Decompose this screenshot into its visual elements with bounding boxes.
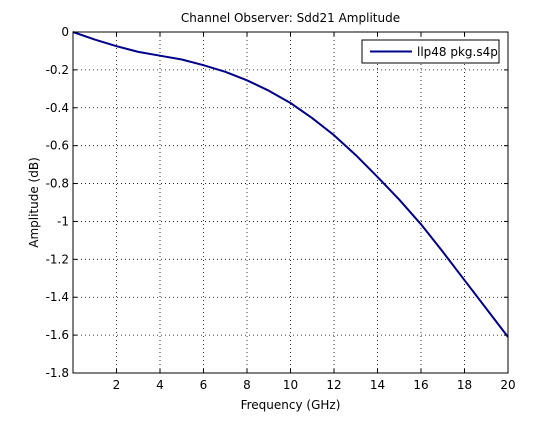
y-tick-label: -1.2	[46, 252, 69, 266]
legend-box	[361, 39, 500, 64]
x-tick-label: 4	[156, 378, 164, 392]
y-tick-label: -0.4	[46, 101, 69, 115]
data-point	[333, 134, 335, 136]
data-point	[224, 71, 226, 73]
x-tick-label: 16	[413, 378, 428, 392]
grid	[73, 32, 508, 373]
data-point	[268, 90, 270, 92]
data-point	[311, 117, 313, 119]
y-tick-label: -1.4	[46, 290, 69, 304]
y-tick-label: -1.8	[46, 366, 69, 380]
data-point	[137, 51, 139, 53]
axis-ticks: 2 4 6 8 10 12 14 16 18 20 0 -0.2 -0.4 -0.6 -0.8 -1 -1.2 -…	[46, 25, 516, 392]
x-tick-label: 8	[243, 378, 251, 392]
chart-title: Channel Observer: Sdd21 Amplitude	[181, 11, 400, 25]
y-tick-label: -0.6	[46, 139, 69, 153]
data-point	[355, 154, 357, 156]
data-point	[442, 251, 444, 253]
x-tick-label: 20	[500, 378, 515, 392]
x-tick-label: 12	[326, 378, 341, 392]
x-axis-label: Frequency (GHz)	[241, 398, 341, 412]
y-tick-label: -1.6	[46, 328, 69, 342]
plot-area	[73, 32, 508, 373]
data-point	[485, 308, 487, 310]
y-axis-label: Amplitude (dB)	[27, 157, 41, 248]
x-tick-label: 18	[457, 378, 472, 392]
data-point	[464, 279, 466, 281]
x-tick-label: 6	[200, 378, 208, 392]
x-tick-label: 14	[370, 378, 385, 392]
y-tick-label: -1	[57, 214, 69, 228]
data-point	[181, 58, 183, 60]
data-point	[203, 64, 205, 66]
data-point	[420, 223, 422, 225]
data-point	[116, 45, 118, 47]
series-line	[72, 31, 509, 338]
y-tick-label: -0.2	[46, 63, 69, 77]
data-point	[246, 79, 248, 81]
legend-label: llp48 pkg.s4p	[417, 45, 498, 59]
legend[interactable]: llp48 pkg.s4p	[361, 39, 500, 64]
data-point	[94, 39, 96, 41]
data-point	[398, 199, 400, 201]
x-tick-label: 2	[113, 378, 121, 392]
data-point	[377, 176, 379, 178]
y-tick-label: 0	[61, 25, 69, 39]
x-tick-label: 10	[283, 378, 298, 392]
data-point	[159, 55, 161, 57]
data-point	[290, 102, 292, 104]
y-tick-label: -0.8	[46, 177, 69, 191]
series-layer	[72, 31, 509, 338]
